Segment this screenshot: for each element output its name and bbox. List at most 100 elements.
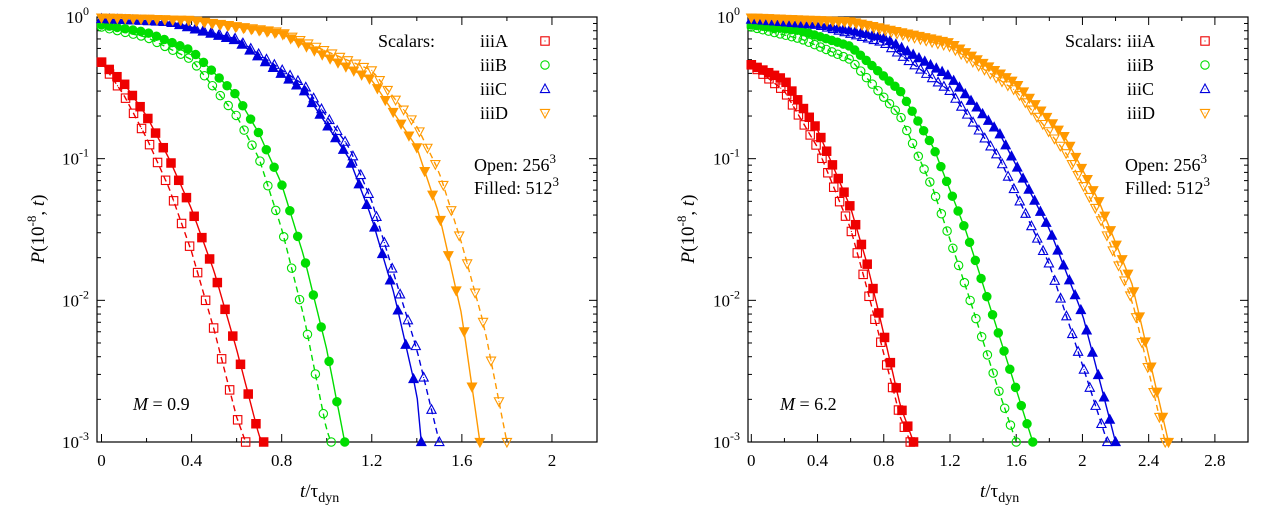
left-iiiD-open-point-dot: [498, 400, 500, 402]
left-iiiD-open-point: [477, 317, 489, 329]
left-legend-marker-iiiA: [540, 36, 550, 46]
left-iiiD-filled-point: [348, 66, 360, 77]
left-iiiA-open-point: [232, 415, 243, 425]
left-iiiB-filled-point: [339, 437, 350, 447]
left-iiiC-filled-point: [298, 85, 310, 96]
left-x-tick-label: 0: [97, 451, 106, 470]
left-iiiD-open-point-dot: [418, 130, 421, 133]
right-iiiC-open-point-dot: [960, 105, 962, 108]
right-iiiD-open-point: [1113, 261, 1125, 272]
right-iiiC-filled-point: [1057, 259, 1070, 270]
right-iiiB-open-point: [913, 151, 924, 162]
left-iiiC-filled-point: [181, 20, 193, 32]
right-iiiA-filled-point: [833, 173, 843, 184]
right-iiiD-open-point-dot: [1077, 174, 1079, 176]
right-iiiD-filled-point: [1087, 186, 1099, 197]
right-iiiC-open-point: [1066, 327, 1078, 339]
right-iiiD-open-point-dot: [989, 73, 991, 75]
left-y-tick-label: 10-1: [62, 146, 89, 169]
right-iiiB-filled-point: [953, 206, 963, 216]
left-iiiD-filled-point: [364, 74, 376, 85]
right-iiiA-filled-point: [908, 437, 919, 447]
left-iiiC-open-point-dot: [360, 174, 362, 176]
right-iiiD-filled-point: [1012, 81, 1024, 92]
right-iiiC-filled-point: [884, 34, 896, 46]
right-iiiD-open-point-dot: [972, 61, 974, 63]
right-iiiD-open-point-dot: [1083, 185, 1085, 187]
right-legend-marker-iiiC-dot: [1204, 88, 1206, 90]
right-iiiB-filled-point: [976, 273, 986, 284]
left-iiiC-filled-point: [212, 29, 225, 40]
right-iiiB-open-point: [948, 243, 958, 253]
right-iiiA-open-point-dot: [809, 134, 811, 136]
left-iiiB-filled-point: [261, 144, 272, 155]
right-iiiB-filled-point: [884, 76, 894, 86]
right-iiiD-filled-point: [1116, 255, 1128, 266]
right-iiiD-filled-point: [1139, 337, 1151, 348]
left-iiiC-filled-point: [267, 61, 279, 73]
right-iiiA-open-point-dot: [791, 104, 794, 106]
right-iiiA-filled-point: [891, 383, 901, 393]
right-iiiC-open-point: [1101, 435, 1113, 447]
right-legend-marker-iiiA-dot: [1204, 40, 1206, 42]
right-iiiB-filled-point: [987, 309, 998, 320]
right-iiiC-filled-point: [1023, 183, 1035, 194]
right-iiiB-filled-point: [872, 65, 883, 76]
left-iiiD-filled-point: [198, 17, 210, 29]
right-iiiA-filled-point: [903, 421, 913, 431]
left-iiiC-filled-point: [283, 73, 295, 84]
left-iiiC-open-point-dot: [344, 141, 346, 143]
left-iiiD-filled-point: [95, 13, 108, 24]
right-x-tick-label: 2: [1078, 451, 1087, 470]
left-iiiA-open-point-dot: [188, 245, 191, 247]
left-iiiD-filled-point: [277, 30, 289, 41]
right-iiiB-filled-point: [901, 96, 912, 107]
right-iiiC-open-point: [985, 140, 997, 151]
left-iiiD-filled-point: [434, 215, 446, 227]
right-x-tick-label: 2.8: [1204, 451, 1225, 470]
right-iiiB-open-point: [953, 260, 964, 271]
right-iiiD-open-point-dot: [1094, 207, 1096, 209]
left-iiiC-filled-point: [337, 143, 349, 154]
right-iiiB-filled-point: [861, 55, 871, 66]
left-iiiD-open-point: [374, 76, 386, 87]
right-iiiA-open-fit-line: [750, 64, 911, 443]
right-iiiC-filled-point: [1034, 205, 1046, 216]
left-iiiD-filled-point: [127, 14, 139, 25]
left-iiiC-open-point-dot: [297, 80, 299, 82]
left-iiiA-open-point-dot: [116, 85, 119, 87]
right-iiiD-filled-point: [1064, 141, 1076, 153]
right-iiiC-filled-point: [1110, 435, 1122, 447]
left-legend-marker-iiiD: [539, 108, 551, 120]
right-iiiC-open-point: [1055, 292, 1067, 303]
left-legend-label-iiiC: iiiC: [480, 79, 507, 99]
left-iiiC-filled-point: [259, 55, 271, 67]
right-marks: [745, 13, 1175, 449]
left-iiiB-filled-point: [159, 34, 170, 45]
right-iiiC-open-point-dot: [1106, 441, 1108, 443]
right-iiiD-open-point: [1101, 231, 1113, 242]
right-iiiC-open-point: [979, 132, 991, 143]
left-iiiD-filled-point: [324, 54, 336, 65]
left-iiiC-open-point: [363, 187, 375, 198]
left-iiiC-open-point-dot: [399, 293, 401, 295]
right-iiiA-open-point-dot: [874, 318, 876, 320]
left-iiiA-filled-point: [181, 192, 192, 203]
right-iiiD-filled-point: [1163, 437, 1175, 449]
right-iiiD-open-point-dot: [995, 76, 997, 79]
left-legend-marker-iiiD-dot: [544, 112, 546, 114]
left-iiiA-open-point: [168, 196, 179, 206]
left-iiiD-filled-point: [293, 38, 305, 49]
left-iiiD-filled-point: [427, 190, 439, 201]
right-iiiD-open-point-dot: [1024, 101, 1026, 103]
left-iiiC-open-point-dot: [415, 345, 417, 347]
right-iiiD-filled-point: [1058, 131, 1070, 143]
left-y-axis-label: P(10-8, t): [24, 195, 49, 265]
right-iiiC-open-point: [938, 80, 950, 91]
right-iiiA-open-point: [793, 110, 804, 120]
left-x-tick-label: 1.2: [361, 451, 382, 470]
left-iiiC-filled-point: [189, 23, 201, 34]
right-iiiC-open-point-dot: [1007, 175, 1009, 178]
right-x-tick-label: 1.2: [939, 451, 960, 470]
right-iiiA-filled-point: [874, 308, 884, 318]
